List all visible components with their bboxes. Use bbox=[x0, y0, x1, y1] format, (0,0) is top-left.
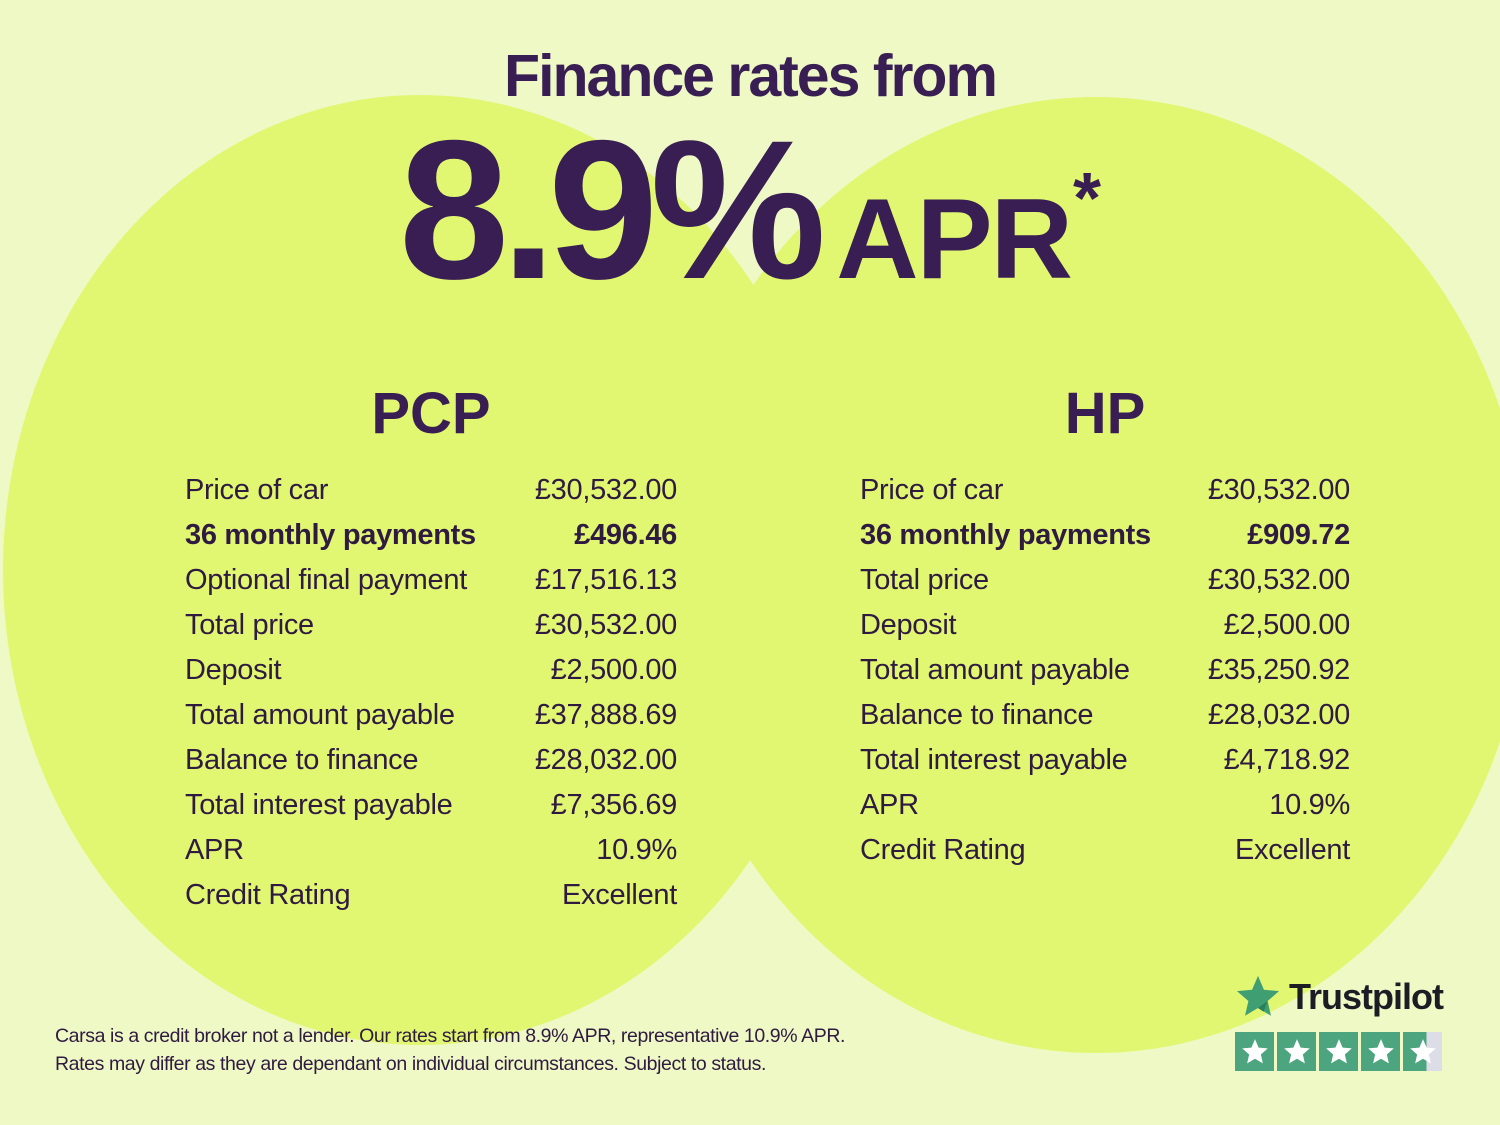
row-value: 10.9% bbox=[1269, 789, 1350, 821]
pcp-section: PCP Price of car £30,532.00 36 monthly pay… bbox=[185, 385, 677, 918]
row-label: Balance to finance bbox=[185, 744, 419, 776]
row-value: £4,718.92 bbox=[1223, 744, 1351, 776]
row-value: £30,532.00 bbox=[1207, 474, 1350, 506]
rating-star-5-icon bbox=[1403, 1032, 1442, 1071]
row-value: £28,032.00 bbox=[1207, 699, 1350, 731]
table-row: Credit Rating Excellent bbox=[185, 873, 677, 918]
rate-value: 8.9% bbox=[398, 99, 826, 320]
row-value: £2,500.00 bbox=[550, 654, 678, 686]
row-value: 10.9% bbox=[596, 834, 677, 866]
row-label: APR bbox=[860, 789, 919, 821]
row-label: Total interest payable bbox=[185, 789, 453, 821]
row-label: APR bbox=[185, 834, 244, 866]
hp-title: HP bbox=[1064, 381, 1146, 446]
table-row: APR 10.9% bbox=[860, 783, 1350, 828]
pcp-title: PCP bbox=[371, 381, 491, 446]
table-row: Total price £30,532.00 bbox=[185, 603, 677, 648]
row-value: £496.46 bbox=[574, 519, 677, 551]
row-label: Total amount payable bbox=[185, 699, 455, 731]
row-value: £30,532.00 bbox=[1207, 564, 1350, 596]
row-label: Total price bbox=[185, 609, 314, 641]
table-row: Total interest payable £7,356.69 bbox=[185, 783, 677, 828]
row-value: £909.72 bbox=[1247, 519, 1350, 551]
table-row: Total price £30,532.00 bbox=[860, 558, 1350, 603]
row-label: Total amount payable bbox=[860, 654, 1130, 686]
row-label: Price of car bbox=[185, 474, 329, 506]
headline-rate: 8.9% APR * bbox=[0, 111, 1500, 309]
row-value: Excellent bbox=[562, 879, 677, 911]
trustpilot-logo: Trustpilot bbox=[1235, 974, 1444, 1020]
table-row: Deposit £2,500.00 bbox=[185, 648, 677, 693]
trustpilot-rating-stars bbox=[1235, 1032, 1443, 1071]
row-value: £30,532.00 bbox=[534, 474, 677, 506]
disclaimer-line-2: Rates may differ as they are dependant o… bbox=[55, 1053, 766, 1075]
table-row: Optional final payment £17,516.13 bbox=[185, 558, 677, 603]
table-row: Total amount payable £35,250.92 bbox=[860, 648, 1350, 693]
table-row: 36 monthly payments £496.46 bbox=[185, 513, 677, 558]
table-row: Total amount payable £37,888.69 bbox=[185, 693, 677, 738]
table-row: Balance to finance £28,032.00 bbox=[860, 693, 1350, 738]
trustpilot-star-icon bbox=[1236, 975, 1280, 1016]
disclaimer: Carsa is a credit broker not a lender. O… bbox=[55, 1022, 845, 1078]
background-circle-right bbox=[665, 97, 1500, 1053]
row-label: Total price bbox=[860, 564, 989, 596]
row-label: 36 monthly payments bbox=[185, 519, 476, 551]
row-label: Deposit bbox=[860, 609, 957, 641]
row-value: £35,250.92 bbox=[1207, 654, 1350, 686]
rate-asterisk: * bbox=[1072, 159, 1102, 239]
trustpilot-wordmark: Trustpilot bbox=[1289, 976, 1444, 1017]
row-label: Balance to finance bbox=[860, 699, 1094, 731]
page-title: Finance rates from bbox=[504, 43, 998, 109]
row-value: £2,500.00 bbox=[1223, 609, 1351, 641]
pcp-table: Price of car £30,532.00 36 monthly payment… bbox=[185, 468, 677, 918]
table-row: 36 monthly payments £909.72 bbox=[860, 513, 1350, 558]
rating-star-3-icon bbox=[1319, 1032, 1358, 1071]
table-row: Credit Rating Excellent bbox=[860, 828, 1350, 873]
row-label: Credit Rating bbox=[860, 834, 1026, 866]
row-value: £28,032.00 bbox=[534, 744, 677, 776]
hp-section: HP Price of car £30,532.00 36 monthly paym… bbox=[860, 385, 1350, 873]
row-value: Excellent bbox=[1235, 834, 1350, 866]
row-value: £30,532.00 bbox=[534, 609, 677, 641]
table-row: Total interest payable £4,718.92 bbox=[860, 738, 1350, 783]
table-row: Price of car £30,532.00 bbox=[185, 468, 677, 513]
trustpilot-badge: Trustpilot bbox=[1235, 974, 1444, 1071]
row-value: £7,356.69 bbox=[550, 789, 678, 821]
row-label: Optional final payment bbox=[185, 564, 467, 596]
table-row: APR 10.9% bbox=[185, 828, 677, 873]
table-row: Price of car £30,532.00 bbox=[860, 468, 1350, 513]
hp-table: Price of car £30,532.00 36 monthly payment… bbox=[860, 468, 1350, 873]
row-label: Price of car bbox=[860, 474, 1004, 506]
rate-suffix: APR bbox=[836, 176, 1073, 303]
rating-star-4-icon bbox=[1361, 1032, 1400, 1071]
row-label: Total interest payable bbox=[860, 744, 1128, 776]
disclaimer-line-1: Carsa is a credit broker not a lender. O… bbox=[55, 1025, 846, 1047]
table-row: Balance to finance £28,032.00 bbox=[185, 738, 677, 783]
row-value: £37,888.69 bbox=[534, 699, 677, 731]
row-label: Deposit bbox=[185, 654, 282, 686]
table-row: Deposit £2,500.00 bbox=[860, 603, 1350, 648]
row-value: £17,516.13 bbox=[534, 564, 677, 596]
row-label: Credit Rating bbox=[185, 879, 351, 911]
rating-star-2-icon bbox=[1277, 1032, 1316, 1071]
rating-star-1-icon bbox=[1235, 1032, 1274, 1071]
row-label: 36 monthly payments bbox=[860, 519, 1151, 551]
